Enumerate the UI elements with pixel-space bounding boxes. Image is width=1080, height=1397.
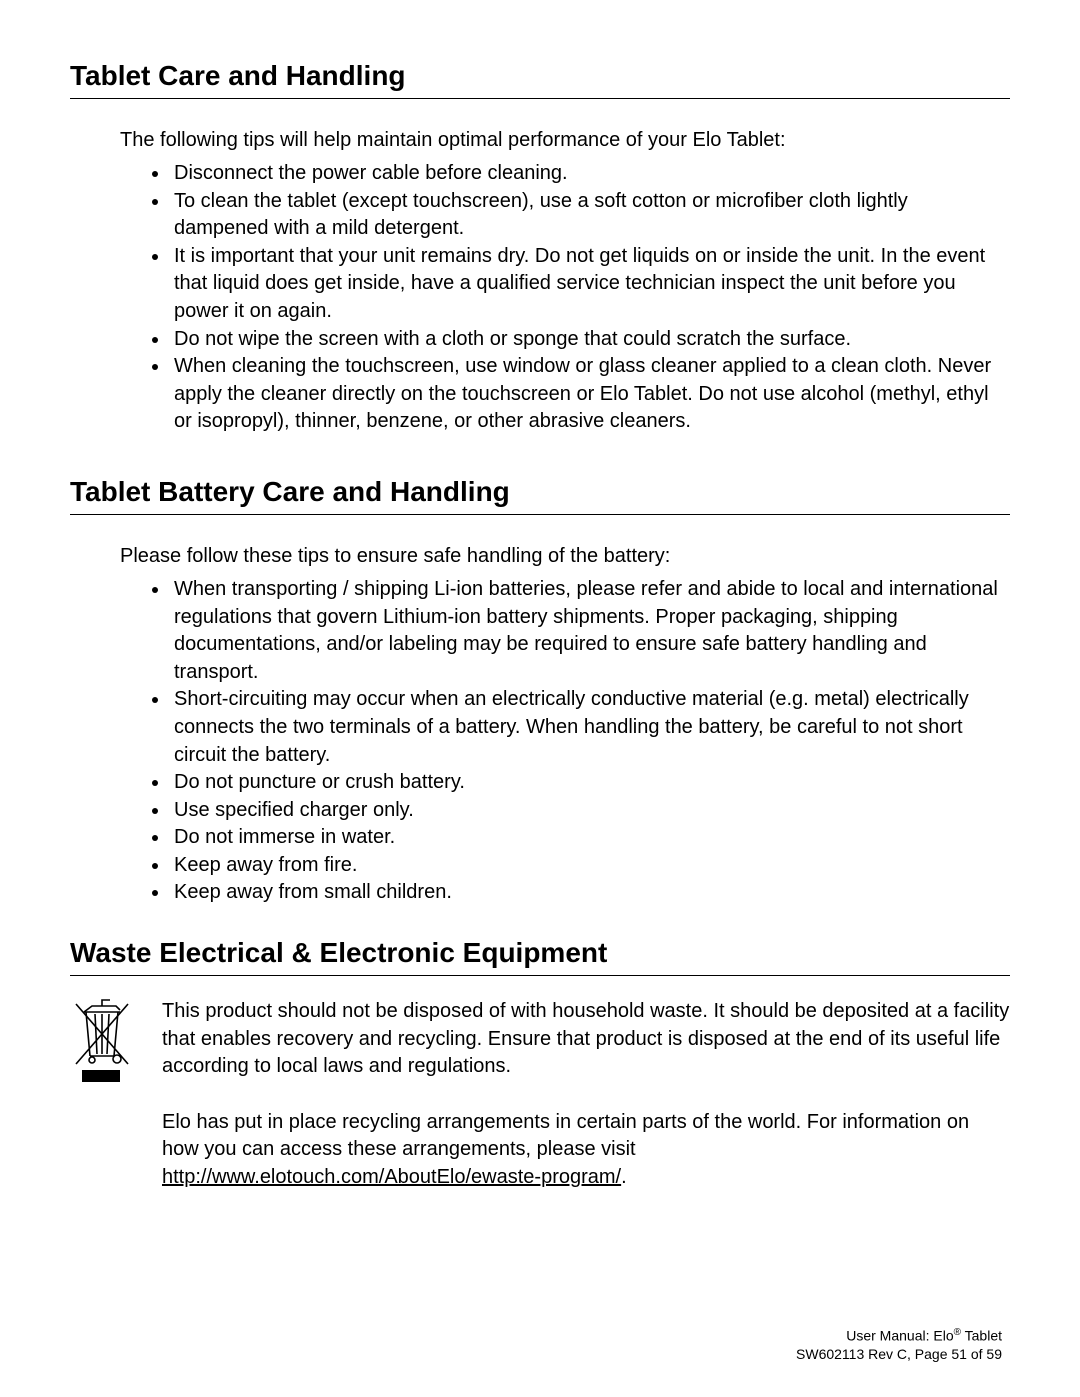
list-item: It is important that your unit remains d… xyxy=(170,243,1000,326)
list-item: Keep away from fire. xyxy=(170,852,1000,880)
list-item: To clean the tablet (except touchscreen)… xyxy=(170,188,1000,243)
weee-bin-icon xyxy=(70,998,134,1089)
section-title-battery: Tablet Battery Care and Handling xyxy=(70,476,1010,515)
weee-link[interactable]: http://www.elotouch.com/AboutElo/ewaste-… xyxy=(162,1166,621,1188)
section-title-care: Tablet Care and Handling xyxy=(70,60,1010,99)
list-item: When cleaning the touchscreen, use windo… xyxy=(170,353,1000,436)
list-item: Do not puncture or crush battery. xyxy=(170,769,1000,797)
spacer xyxy=(70,436,1010,476)
list-item: When transporting / shipping Li-ion batt… xyxy=(170,576,1000,686)
page-footer: User Manual: Elo® Tablet SW602113 Rev C,… xyxy=(796,1326,1002,1363)
section-title-weee: Waste Electrical & Electronic Equipment xyxy=(70,937,1010,976)
weee-p2-suffix: . xyxy=(621,1166,627,1188)
footer-product-suffix: Tablet xyxy=(961,1328,1002,1344)
weee-p2-prefix: Elo has put in place recycling arrangeme… xyxy=(162,1111,969,1161)
footer-line-2: SW602113 Rev C, Page 51 of 59 xyxy=(796,1345,1002,1363)
weee-row: This product should not be disposed of w… xyxy=(70,998,1010,1220)
list-item: Do not wipe the screen with a cloth or s… xyxy=(170,326,1000,354)
registered-mark: ® xyxy=(954,1327,961,1338)
document-page: Tablet Care and Handling The following t… xyxy=(0,0,1080,1397)
footer-line-1: User Manual: Elo® Tablet xyxy=(796,1326,1002,1345)
bullet-list-battery: When transporting / shipping Li-ion batt… xyxy=(170,576,1010,907)
section-intro-care: The following tips will help maintain op… xyxy=(120,127,1010,154)
bullet-list-care: Disconnect the power cable before cleani… xyxy=(170,160,1010,436)
section-intro-battery: Please follow these tips to ensure safe … xyxy=(120,543,1010,570)
list-item: Short-circuiting may occur when an elect… xyxy=(170,686,1000,769)
footer-product-prefix: User Manual: Elo xyxy=(846,1328,953,1344)
list-item: Use specified charger only. xyxy=(170,797,1000,825)
list-item: Keep away from small children. xyxy=(170,879,1000,907)
spacer xyxy=(70,907,1010,937)
list-item: Do not immerse in water. xyxy=(170,824,1000,852)
weee-paragraph-1: This product should not be disposed of w… xyxy=(162,998,1010,1081)
weee-paragraph-2: Elo has put in place recycling arrangeme… xyxy=(162,1109,1010,1192)
list-item: Disconnect the power cable before cleani… xyxy=(170,160,1000,188)
weee-text: This product should not be disposed of w… xyxy=(162,998,1010,1220)
